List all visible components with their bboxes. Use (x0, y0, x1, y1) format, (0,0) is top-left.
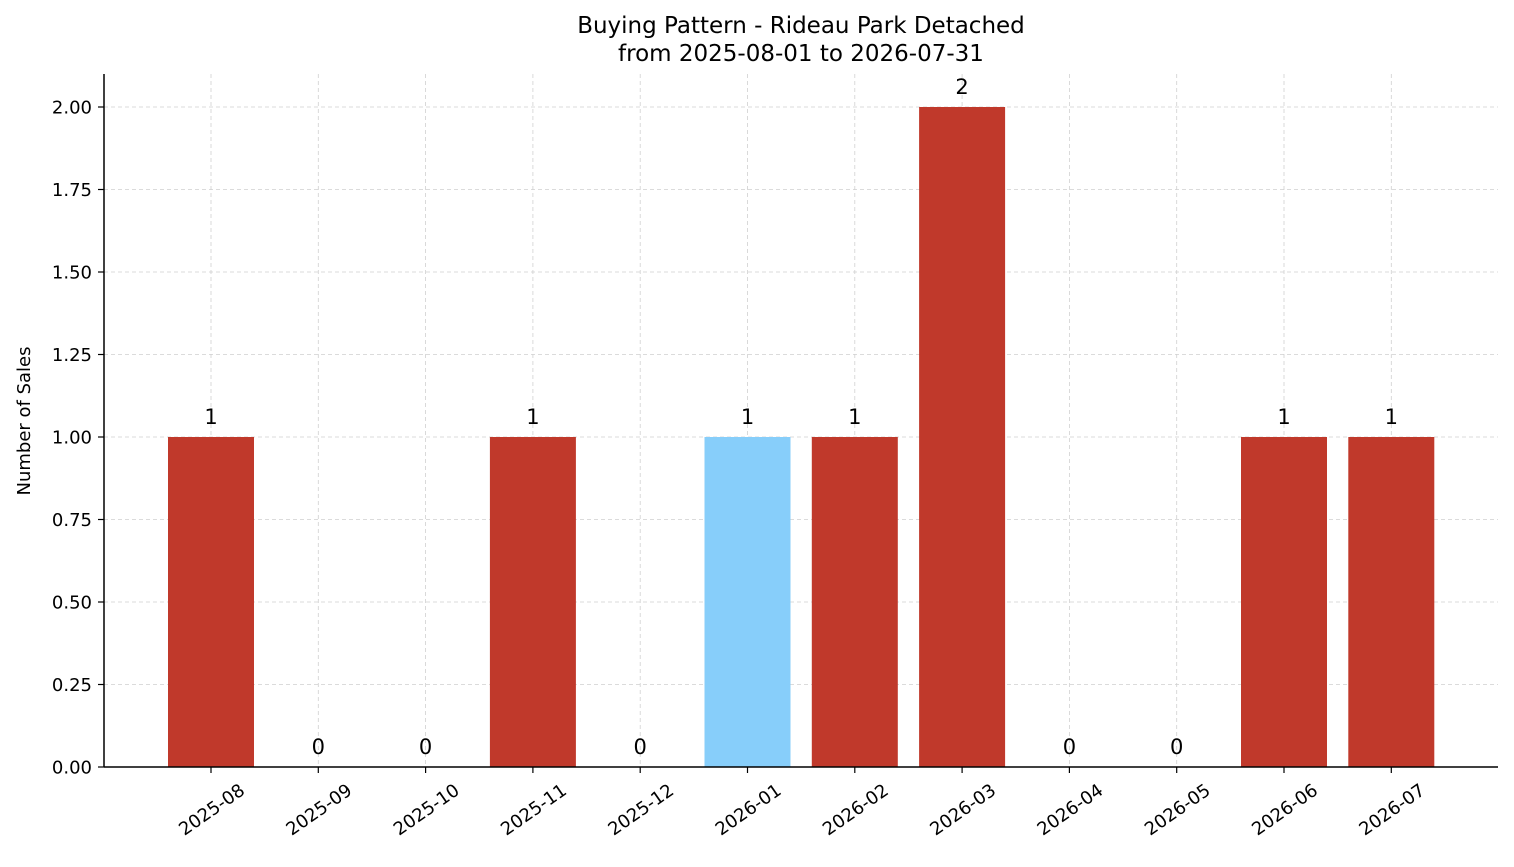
x-tick-label: 2025-09 (283, 780, 357, 840)
y-tick-label: 0.00 (52, 758, 92, 779)
data-label-2026-03: 2 (955, 75, 968, 99)
data-label-2026-07: 1 (1385, 405, 1398, 429)
bar-2025-08 (168, 437, 254, 767)
bar-2025-11 (489, 437, 576, 767)
x-tick-label: 2026-04 (1034, 780, 1108, 840)
data-label-2026-05: 0 (1170, 735, 1183, 759)
chart-title: Buying Pattern - Rideau Park Detached (577, 13, 1025, 39)
y-axis-label: Number of Sales (14, 346, 35, 495)
y-tick-label: 1.25 (52, 345, 92, 366)
data-label-2025-11: 1 (526, 405, 539, 429)
x-tick-label: 2026-03 (926, 780, 1000, 840)
y-tick-label: 0.75 (52, 510, 92, 531)
y-ticks: 0.00 0.25 0.50 0.75 1.00 1.25 1.50 1.75 2.00 (52, 98, 104, 779)
data-label-2026-02: 1 (848, 405, 861, 429)
data-labels: 1 0 0 1 0 1 1 2 0 0 1 1 (204, 75, 1398, 759)
y-tick-label: 0.50 (52, 593, 92, 614)
data-label-2026-04: 0 (1063, 735, 1076, 759)
bar-layer (168, 107, 1435, 767)
bar-2026-06 (1241, 437, 1327, 767)
data-label-2025-10: 0 (419, 735, 432, 759)
y-tick-label: 1.75 (52, 180, 92, 201)
chart-subtitle: from 2025-08-01 to 2026-07-31 (618, 41, 984, 67)
data-label-2026-01: 1 (741, 405, 754, 429)
x-ticks: 2025-08 2025-09 2025-10 2025-11 2025-12 2026-… (175, 767, 1429, 840)
bar-2026-03 (919, 107, 1006, 767)
x-tick-label: 2025-10 (390, 780, 464, 840)
bar-2026-02 (811, 437, 898, 767)
x-tick-label: 2025-12 (604, 780, 678, 840)
data-label-2025-12: 0 (634, 735, 647, 759)
data-label-2025-08: 1 (204, 405, 217, 429)
bar-2026-01 (704, 437, 791, 767)
y-tick-label: 2.00 (52, 98, 92, 119)
data-label-2026-06: 1 (1277, 405, 1290, 429)
bar-2026-07 (1348, 437, 1435, 767)
x-tick-label: 2026-02 (819, 780, 893, 840)
y-tick-label: 0.25 (52, 675, 92, 696)
x-tick-label: 2026-01 (712, 780, 786, 840)
x-tick-label: 2026-07 (1356, 780, 1430, 840)
y-tick-label: 1.50 (52, 263, 92, 284)
x-tick-label: 2025-08 (175, 780, 249, 840)
y-tick-label: 1.00 (52, 428, 92, 449)
x-tick-label: 2026-05 (1141, 780, 1215, 840)
x-tick-label: 2025-11 (497, 780, 571, 840)
x-tick-label: 2026-06 (1248, 780, 1322, 840)
data-label-2025-09: 0 (312, 735, 325, 759)
